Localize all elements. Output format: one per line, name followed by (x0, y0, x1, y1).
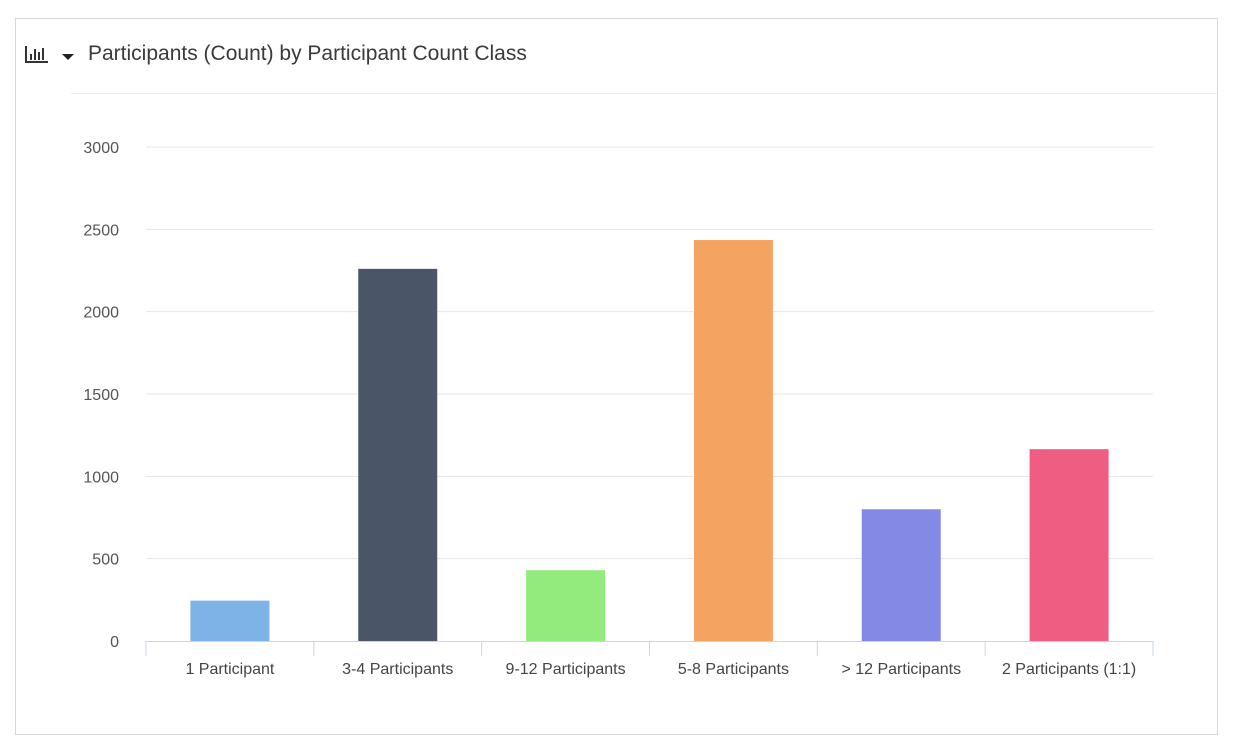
bar[interactable] (1029, 449, 1109, 641)
bar-chart-icon (25, 46, 74, 63)
x-category-label: 5-8 Participants (678, 661, 789, 678)
chart-header: Participants (Count) by Participant Coun… (16, 19, 1217, 93)
y-tick-label: 3000 (83, 140, 119, 157)
bar[interactable] (526, 570, 606, 641)
x-axis-labels: 1 Participant 3-4 Participants 9-12 Partic… (185, 661, 1136, 678)
x-category-label: > 12 Participants (841, 661, 961, 678)
bar[interactable] (190, 600, 270, 641)
header-divider (71, 93, 1217, 94)
x-category-label: 9-12 Participants (506, 661, 626, 678)
chart-type-dropdown[interactable] (24, 43, 78, 69)
y-tick-label: 1000 (83, 469, 119, 486)
bar[interactable] (861, 509, 941, 641)
x-category-label: 1 Participant (185, 661, 274, 678)
y-tick-label: 1500 (83, 387, 119, 404)
x-category-label: 2 Participants (1:1) (1002, 661, 1136, 678)
y-tick-label: 500 (92, 552, 119, 569)
bar[interactable] (358, 268, 438, 641)
x-category-label: 3-4 Participants (342, 661, 453, 678)
chart-title: Participants (Count) by Participant Coun… (88, 42, 527, 65)
y-tick-label: 2500 (83, 222, 119, 239)
bars (190, 240, 1109, 641)
caret-down-icon (62, 54, 74, 60)
y-tick-label: 2000 (83, 305, 119, 322)
x-axis (145, 641, 1154, 656)
gridlines (146, 146, 1153, 560)
y-tick-label: 0 (110, 634, 119, 651)
bar[interactable] (693, 240, 773, 641)
y-axis-ticks: 0 500 1000 1500 2000 2500 3000 (83, 140, 119, 651)
